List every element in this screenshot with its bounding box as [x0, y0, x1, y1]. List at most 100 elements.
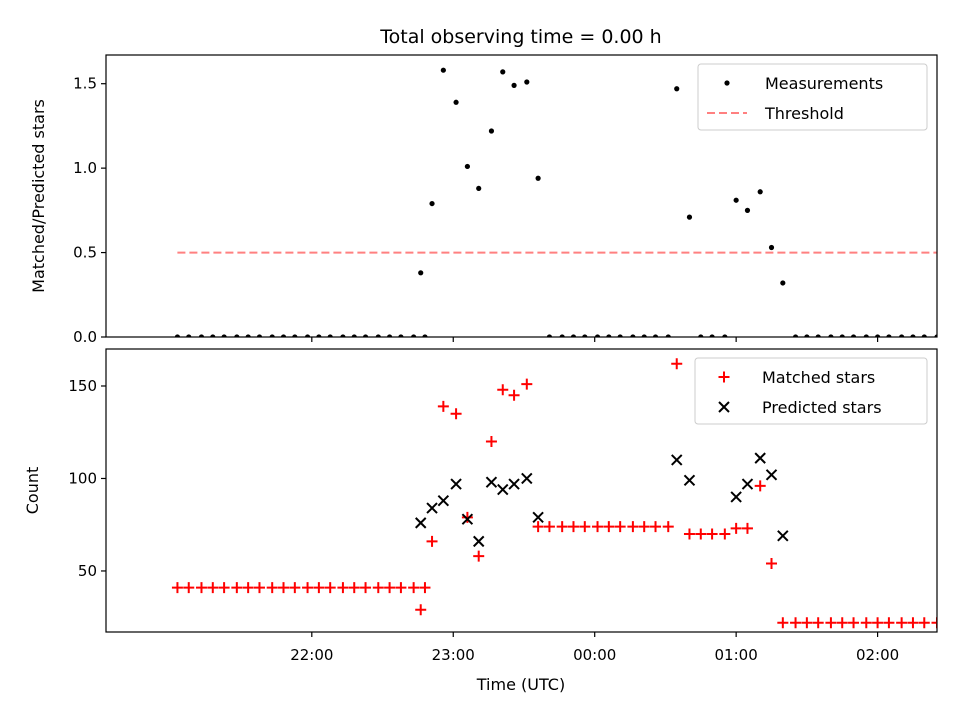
- data-point: [488, 128, 495, 134]
- data-point: [234, 334, 240, 337]
- data-point: [883, 617, 895, 629]
- data-point: [198, 334, 205, 337]
- panel-ratio: 0.0 0.5 1.0 1.5 Matched/Predicted stars Measu…: [29, 54, 951, 346]
- data-point: [398, 334, 404, 337]
- data-point: [408, 582, 420, 594]
- data-point: [617, 334, 623, 337]
- x-tick-label: 01:00: [715, 646, 758, 664]
- data-point: [722, 334, 728, 337]
- data-point: [543, 521, 555, 533]
- data-point: [582, 334, 588, 337]
- data-point: [278, 582, 290, 594]
- data-point: [256, 334, 263, 337]
- data-point: [269, 334, 275, 337]
- data-point: [665, 334, 671, 337]
- series-measurements: [174, 67, 951, 339]
- data-point: [304, 334, 311, 337]
- data-point: [780, 280, 786, 286]
- data-point: [556, 521, 568, 533]
- data-point: [850, 334, 857, 337]
- legend-swatch: [718, 401, 730, 413]
- legend-box: [694, 357, 928, 425]
- data-point: [429, 200, 435, 207]
- data-point: [476, 185, 482, 192]
- data-point: [730, 491, 742, 503]
- data-point: [242, 582, 254, 594]
- data-point: [437, 494, 450, 507]
- x-tick-label: 00:00: [573, 646, 616, 664]
- data-point: [546, 334, 553, 337]
- data-point: [886, 334, 892, 337]
- data-point: [221, 334, 227, 337]
- data-point: [313, 582, 325, 594]
- data-point: [804, 334, 810, 337]
- data-point: [741, 478, 754, 490]
- data-point: [765, 469, 778, 481]
- data-point: [650, 521, 662, 533]
- legend-box: [697, 63, 928, 131]
- data-point: [848, 617, 860, 629]
- data-point: [671, 454, 683, 466]
- data-point: [453, 99, 459, 105]
- data-point: [744, 207, 751, 213]
- data-point: [440, 67, 446, 73]
- data-point: [606, 334, 612, 337]
- data-point: [384, 582, 396, 594]
- data-point: [497, 384, 509, 396]
- data-point: [918, 617, 930, 629]
- data-point: [766, 558, 778, 570]
- data-point: [683, 474, 696, 487]
- data-point: [418, 270, 424, 276]
- data-point: [218, 582, 230, 594]
- data-point: [792, 334, 799, 337]
- data-point: [485, 435, 497, 447]
- data-point: [210, 334, 216, 337]
- y-tick-label: 0.0: [73, 328, 97, 346]
- data-point: [508, 478, 520, 490]
- data-point: [426, 502, 438, 514]
- data-point: [706, 528, 718, 540]
- data-point: [754, 480, 766, 492]
- data-point: [741, 522, 753, 534]
- data-point: [638, 521, 650, 533]
- data-point: [836, 617, 848, 629]
- legend-label: Threshold: [764, 104, 844, 123]
- data-point: [603, 521, 615, 533]
- data-point: [521, 472, 533, 485]
- data-point: [497, 483, 509, 496]
- y-tick-label: 50: [78, 562, 97, 580]
- data-point: [415, 604, 427, 616]
- series-matched-stars: [171, 358, 954, 629]
- data-point: [790, 617, 802, 629]
- data-point: [395, 582, 407, 594]
- data-point: [839, 334, 845, 337]
- data-point: [411, 334, 417, 337]
- data-point: [473, 535, 485, 548]
- data-point: [437, 400, 449, 412]
- data-point: [683, 528, 695, 540]
- data-point: [351, 334, 357, 337]
- x-tick-label: 23:00: [432, 646, 475, 664]
- legend-swatch: [724, 80, 730, 86]
- data-point: [943, 617, 954, 628]
- data-point: [289, 582, 301, 594]
- data-point: [630, 334, 636, 337]
- x-tick-label: 02:00: [856, 646, 899, 664]
- data-point: [360, 582, 372, 594]
- data-point: [245, 334, 251, 337]
- data-point: [532, 511, 544, 524]
- data-point: [921, 334, 927, 337]
- legend-label: Measurements: [765, 74, 883, 93]
- ratio-plot-area: [174, 67, 951, 339]
- data-point: [579, 521, 591, 533]
- data-point: [570, 334, 577, 337]
- data-point: [524, 79, 530, 85]
- legend-swatch: [718, 371, 730, 383]
- data-point: [946, 334, 951, 339]
- data-point: [316, 334, 322, 337]
- data-point: [362, 334, 369, 337]
- data-point: [674, 86, 680, 92]
- panel-count: 50 100 150 22:00 23:00 00:00 01:00 02:00 Count Ma…: [23, 348, 954, 664]
- data-point: [532, 521, 544, 533]
